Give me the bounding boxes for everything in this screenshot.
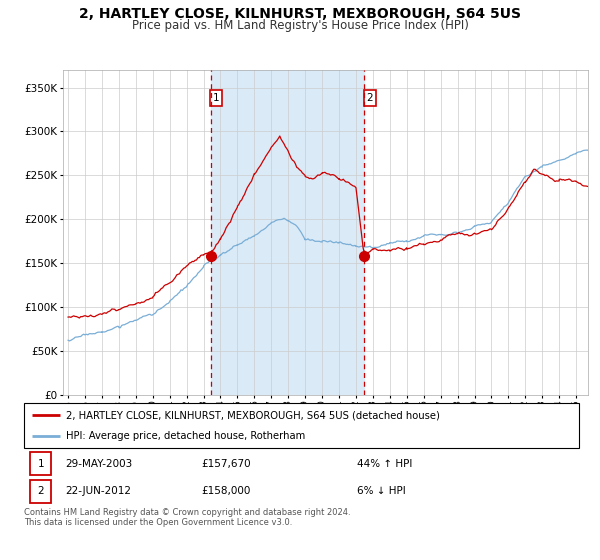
Text: 2: 2 — [37, 486, 44, 496]
Text: 2, HARTLEY CLOSE, KILNHURST, MEXBOROUGH, S64 5US: 2, HARTLEY CLOSE, KILNHURST, MEXBOROUGH,… — [79, 7, 521, 21]
Text: 44% ↑ HPI: 44% ↑ HPI — [357, 459, 412, 469]
Text: £157,670: £157,670 — [202, 459, 251, 469]
Text: Price paid vs. HM Land Registry's House Price Index (HPI): Price paid vs. HM Land Registry's House … — [131, 19, 469, 32]
Text: 2: 2 — [367, 93, 373, 103]
Text: 1: 1 — [37, 459, 44, 469]
Text: £158,000: £158,000 — [202, 486, 251, 496]
FancyBboxPatch shape — [30, 452, 51, 475]
FancyBboxPatch shape — [30, 479, 51, 503]
Bar — [211, 70, 364, 395]
Text: HPI: Average price, detached house, Rotherham: HPI: Average price, detached house, Roth… — [65, 431, 305, 441]
Text: 22-JUN-2012: 22-JUN-2012 — [65, 486, 131, 496]
Text: 2, HARTLEY CLOSE, KILNHURST, MEXBOROUGH, S64 5US (detached house): 2, HARTLEY CLOSE, KILNHURST, MEXBOROUGH,… — [65, 410, 439, 421]
FancyBboxPatch shape — [24, 403, 579, 448]
Text: 29-MAY-2003: 29-MAY-2003 — [65, 459, 133, 469]
Text: 1: 1 — [213, 93, 220, 103]
Text: Contains HM Land Registry data © Crown copyright and database right 2024.
This d: Contains HM Land Registry data © Crown c… — [24, 508, 350, 528]
Text: 6% ↓ HPI: 6% ↓ HPI — [357, 486, 406, 496]
